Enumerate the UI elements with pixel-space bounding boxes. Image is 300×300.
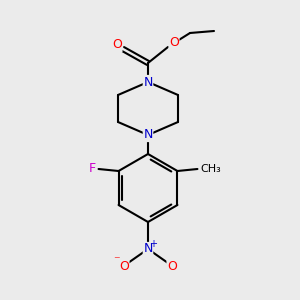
Text: O: O bbox=[112, 38, 122, 52]
Text: CH₃: CH₃ bbox=[200, 164, 221, 174]
Text: N: N bbox=[143, 76, 153, 88]
Text: N: N bbox=[143, 242, 153, 256]
Text: N: N bbox=[143, 128, 153, 142]
Text: F: F bbox=[89, 163, 96, 176]
Text: O: O bbox=[119, 260, 129, 274]
Text: O: O bbox=[167, 260, 177, 274]
Text: ⁻: ⁻ bbox=[113, 254, 119, 268]
Text: O: O bbox=[169, 37, 179, 50]
Text: +: + bbox=[149, 239, 157, 249]
